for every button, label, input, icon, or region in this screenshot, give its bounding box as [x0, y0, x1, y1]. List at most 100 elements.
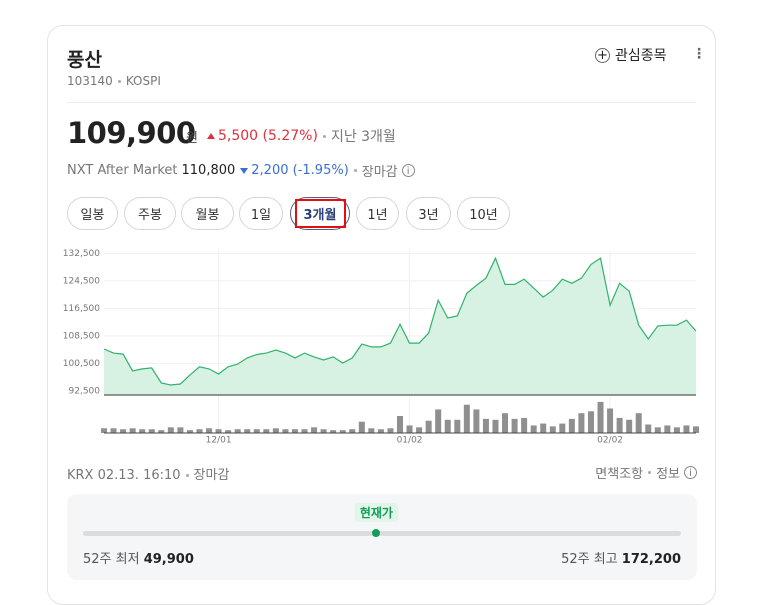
volume-bar	[330, 430, 337, 433]
volume-bar	[673, 427, 680, 433]
volume-bar	[397, 416, 403, 433]
y-tick-label: 116,500	[63, 304, 100, 314]
volume-bar	[358, 421, 365, 433]
volume-bar	[129, 428, 136, 433]
separator	[322, 134, 326, 138]
volume-bar	[234, 429, 241, 433]
period-button[interactable]: 10년	[457, 197, 510, 230]
period-button[interactable]: 주봉	[124, 197, 176, 230]
low-label: 52주 최저	[83, 552, 140, 567]
price-change: 5,500 (5.27%) 지난 3개월	[206, 126, 396, 146]
current-price: 109,900	[67, 116, 196, 150]
volume-bar	[377, 429, 384, 433]
info-icon[interactable]: i	[684, 466, 697, 479]
separator	[648, 471, 652, 474]
volume-bar	[272, 428, 279, 433]
volume-bar	[559, 423, 566, 433]
volume-bar	[291, 429, 298, 433]
volume-bar	[406, 425, 413, 433]
after-change: 2,200 (-1.95%)	[251, 163, 349, 178]
period-button[interactable]: 3개월	[290, 197, 350, 230]
high-label: 52주 최고	[561, 552, 618, 567]
code: 103140	[67, 74, 113, 88]
volume-bar	[693, 426, 699, 433]
price-line	[103, 256, 697, 386]
after-price: 110,800	[181, 163, 236, 178]
period-button[interactable]: 일봉	[67, 197, 118, 230]
volume-bar	[263, 429, 270, 433]
range-dot	[372, 529, 381, 537]
separator	[353, 169, 357, 172]
chart: 92,500 100,500 108,500 116,500 124,500 132,50…	[63, 249, 699, 446]
volume-bar	[253, 429, 260, 433]
y-tick-label: 108,500	[63, 331, 100, 341]
period-button[interactable]: 3년	[406, 197, 451, 230]
after-label: NXT After Market	[67, 163, 178, 178]
volume-bar	[206, 428, 213, 433]
volume-bar	[225, 430, 232, 433]
volume-bar	[587, 411, 594, 433]
volume-bar	[635, 413, 642, 433]
volume-bar	[101, 428, 107, 433]
volume-bar	[416, 427, 423, 433]
disclaimer[interactable]: 면책조항	[595, 467, 644, 482]
period-button[interactable]: 월봉	[181, 197, 234, 230]
separator	[117, 80, 121, 83]
volume-bar	[463, 404, 470, 433]
volume-bar	[454, 419, 461, 433]
volume-bar	[607, 408, 614, 433]
after-market: NXT After Market 110,800 2,200 (-1.95%) …	[67, 161, 415, 180]
down-triangle	[240, 167, 249, 174]
volume-bar	[387, 428, 394, 433]
footer-links: 면책조항 정보 i	[595, 463, 697, 482]
volume-bar	[482, 418, 489, 433]
more-menu[interactable]: ⋮	[692, 46, 706, 62]
y-tick-label: 92,500	[69, 386, 101, 396]
info-link[interactable]: 정보	[656, 467, 680, 482]
footer-time: KRX 02.13. 16:10 장마감	[67, 464, 229, 483]
volume-bar	[186, 430, 193, 433]
volume-bar	[215, 429, 222, 433]
range-track	[83, 531, 681, 536]
volume-bar	[177, 427, 184, 433]
volume-bar	[502, 413, 509, 433]
page: 풍산 103140 KOSPI + 관심종목 ⋮ 109,900 원 5,500 …	[47, 25, 716, 605]
volume-bar	[282, 429, 289, 433]
volume-bar	[158, 430, 165, 433]
time: KRX 02.13. 16:10	[67, 468, 181, 483]
volume-bar	[511, 418, 518, 433]
range-high: 52주 최고 172,200	[561, 548, 681, 567]
volume-bar	[664, 425, 671, 433]
volume-bar	[425, 420, 432, 433]
x-tick-label: 02/02	[597, 436, 623, 446]
price-unit: 원	[186, 131, 198, 146]
volume-bar	[311, 427, 318, 433]
y-tick-label: 124,500	[63, 276, 100, 286]
up-triangle	[207, 133, 215, 139]
info-icon[interactable]: i	[401, 164, 415, 177]
separator	[185, 474, 189, 477]
period-button[interactable]: 1년	[356, 197, 399, 230]
period-button[interactable]: 1일	[239, 197, 283, 230]
market: KOSPI	[125, 74, 161, 88]
volume-bar	[626, 419, 633, 433]
area	[104, 258, 696, 395]
volume-bar	[521, 417, 528, 433]
volume-bar	[616, 417, 623, 433]
volume-bar	[301, 429, 308, 433]
volume-bar	[339, 430, 346, 433]
volume-bar	[530, 425, 537, 433]
volume-bar	[320, 429, 327, 433]
volume-bar	[578, 413, 585, 433]
volume-bar	[540, 423, 547, 433]
volume-bar	[654, 427, 661, 433]
change-text: 5,500 (5.27%)	[218, 128, 318, 144]
x-tick-label: 12/01	[206, 436, 232, 446]
current-label: 현재가	[354, 503, 398, 522]
volume-bar	[683, 425, 690, 433]
volume-bar	[435, 409, 442, 433]
volume-bar	[368, 428, 375, 433]
volume-bar	[549, 426, 556, 433]
volume-bar	[473, 409, 480, 433]
watch-button[interactable]: + 관심종목	[595, 45, 667, 65]
